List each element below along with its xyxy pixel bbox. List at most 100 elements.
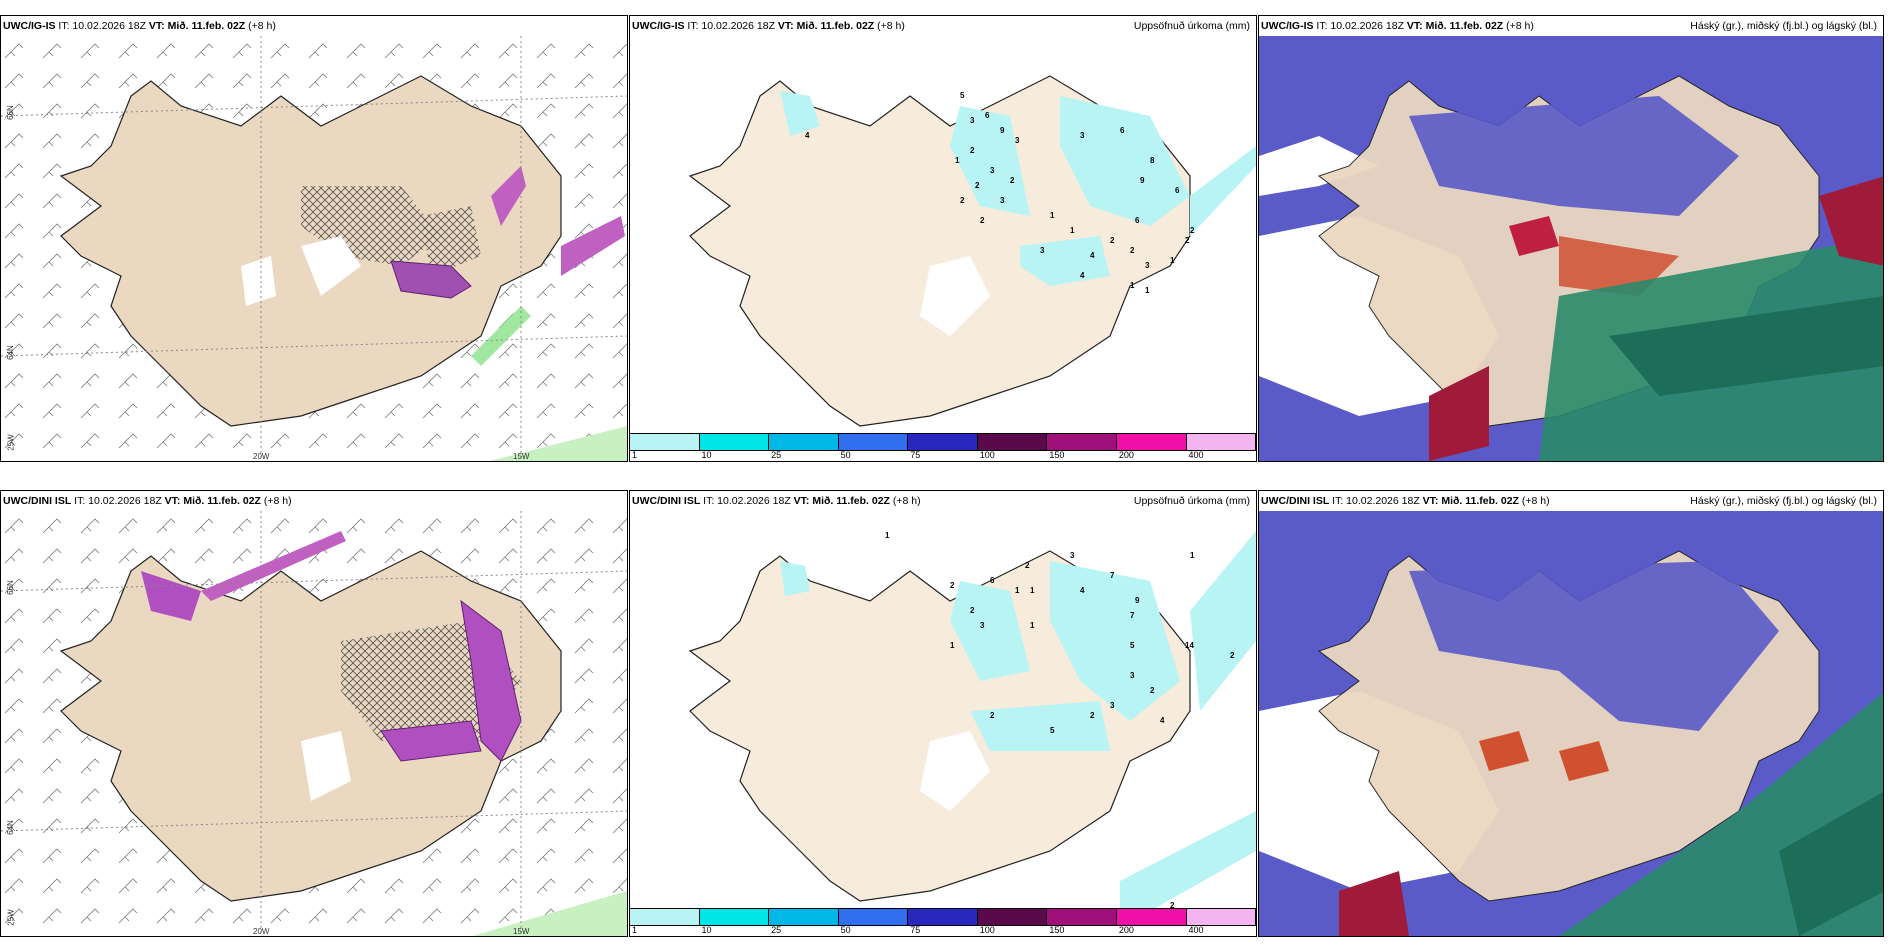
precip-label: 2: [990, 711, 995, 720]
precip-label: 1: [1030, 621, 1035, 630]
wind-map[interactable]: 20W 15W 66N 64N 25W: [1, 36, 627, 461]
precip-label: 2: [1130, 246, 1135, 255]
cloud-map[interactable]: [1259, 511, 1883, 936]
lat-label-64n: 64N: [5, 345, 15, 360]
colorbar-label: 10: [701, 925, 712, 935]
lon-label-25w: 25W: [6, 909, 16, 926]
precip-label: 1: [1145, 286, 1150, 295]
colorbar-swatch: [1186, 434, 1256, 450]
panel-right-title: Háský (gr.), miðský (fj.bl.) og lágský (…: [1690, 495, 1877, 507]
precip-label: 4: [805, 131, 810, 140]
panel-title: UWC/IG-IS IT: 10.02.2026 18Z VT: Mið. 11…: [3, 20, 276, 32]
colorbar-swatch: [699, 909, 770, 925]
precip-label: 3: [1040, 246, 1045, 255]
lat-label-64n: 64N: [5, 820, 15, 835]
precip-label: 1: [1190, 551, 1195, 560]
colorbar-label: 50: [840, 925, 851, 935]
precip-label: 2: [980, 216, 985, 225]
precip-label: 8: [1150, 156, 1155, 165]
precip-label: 3: [1080, 131, 1085, 140]
precip-label: 5: [960, 91, 965, 100]
precip-label: 1: [1070, 226, 1075, 235]
precip-label: 7: [1110, 571, 1115, 580]
precip-label: 4: [1080, 586, 1085, 595]
precip-label: 5: [1050, 726, 1055, 735]
precip-label: 9: [1135, 596, 1140, 605]
colorbar-swatch: [838, 909, 909, 925]
lat-label-66n: 66N: [5, 580, 15, 595]
colorbar-swatch: [1116, 909, 1187, 925]
precip-label: 1: [1170, 256, 1175, 265]
colorbar-label: 100: [979, 925, 995, 935]
panel-dini-wind: UWC/DINI ISL IT: 10.02.2026 18Z VT: Mið.…: [0, 490, 628, 937]
precip-value-labels: 4 5 3 6 9 3 2 3 1 2 3 2 2 2 1 1 3 4 2 2 …: [630, 36, 1256, 436]
precip-label: 3: [1130, 671, 1135, 680]
precip-label: 3: [1015, 136, 1020, 145]
colorbar-label: 200: [1118, 450, 1134, 460]
precip-label: 2: [1230, 651, 1235, 660]
precip-colorbar: 1 10 25 50 75 100 150 200 400: [630, 433, 1256, 461]
precip-label: 4: [1160, 716, 1165, 725]
colorbar-swatch: [1047, 909, 1117, 925]
precip-label: 3: [1070, 551, 1075, 560]
precip-label: 1: [885, 531, 890, 540]
precip-label: 6: [1135, 216, 1140, 225]
panel-title: UWC/IG-IS IT: 10.02.2026 18Z VT: Mið. 11…: [1261, 20, 1877, 32]
colorbar-label: 150: [1049, 450, 1065, 460]
panel-title: UWC/DINI ISL IT: 10.02.2026 18Z VT: Mið.…: [1261, 495, 1877, 507]
precip-label: 2: [950, 581, 955, 590]
panel-title: UWC/DINI ISL IT: 10.02.2026 18Z VT: Mið.…: [632, 495, 1250, 507]
precip-label: 1: [955, 156, 960, 165]
precip-label: 6: [990, 576, 995, 585]
precip-label: 2: [1190, 226, 1195, 235]
colorbar-swatch: [977, 909, 1048, 925]
precip-label: 1: [1130, 281, 1135, 290]
precip-label: 2: [970, 606, 975, 615]
precip-label: 14: [1185, 641, 1194, 650]
precip-label: 2: [1185, 236, 1190, 245]
colorbar-label: 150: [1049, 925, 1065, 935]
colorbar-swatch: [908, 909, 978, 925]
precip-label: 3: [980, 621, 985, 630]
precip-map[interactable]: 2 6 2 1 1 1 2 3 3 4 7 9 7 5 14 2 3 2 3 2…: [630, 511, 1256, 911]
precip-label: 3: [990, 166, 995, 175]
precip-label: 4: [1090, 251, 1095, 260]
colorbar-label: 50: [840, 450, 851, 460]
precip-label: 2: [1010, 176, 1015, 185]
precip-label: 5: [1130, 641, 1135, 650]
panel-igis-wind: UWC/IG-IS IT: 10.02.2026 18Z VT: Mið. 11…: [0, 15, 628, 462]
panel-igis-precip: UWC/IG-IS IT: 10.02.2026 18Z VT: Mið. 11…: [629, 15, 1257, 462]
precip-label: 6: [1175, 186, 1180, 195]
lon-label-25w: 25W: [6, 434, 16, 451]
precip-label: 2: [1090, 711, 1095, 720]
wind-map[interactable]: 20W 15W 66N 64N 25W: [1, 511, 627, 936]
precip-label: 1: [1030, 586, 1035, 595]
panel-igis-clouds: UWC/IG-IS IT: 10.02.2026 18Z VT: Mið. 11…: [1258, 15, 1884, 462]
colorbar-swatch: [1186, 909, 1256, 925]
panel-dini-precip: UWC/DINI ISL IT: 10.02.2026 18Z VT: Mið.…: [629, 490, 1257, 937]
precip-label: 2: [1150, 686, 1155, 695]
cloud-map[interactable]: [1259, 36, 1883, 461]
precip-label: 2: [975, 181, 980, 190]
colorbar-label: 25: [771, 450, 782, 460]
colorbar-label: 200: [1118, 925, 1134, 935]
precip-value-labels: 2 6 2 1 1 1 2 3 3 4 7 9 7 5 14 2 3 2 3 2…: [630, 511, 1256, 911]
precip-label: 2: [1110, 236, 1115, 245]
precip-label: 1: [950, 641, 955, 650]
precip-label: 3: [1110, 701, 1115, 710]
colorbar-swatch: [1047, 434, 1117, 450]
lon-label-20w: 20W: [253, 452, 270, 461]
precip-label: 3: [970, 116, 975, 125]
precip-label: 3: [1000, 196, 1005, 205]
panel-right-title: Háský (gr.), miðský (fj.bl.) og lágský (…: [1690, 20, 1877, 32]
colorbar-swatch: [630, 434, 700, 450]
precip-label: 1: [1015, 586, 1020, 595]
colorbar-swatch: [838, 434, 909, 450]
colorbar-swatch: [908, 434, 978, 450]
lon-label-15w: 15W: [513, 927, 530, 936]
precip-label: 2: [970, 146, 975, 155]
precip-label: 2: [960, 196, 965, 205]
panel-title: UWC/DINI ISL IT: 10.02.2026 18Z VT: Mið.…: [3, 495, 292, 507]
panel-dini-clouds: UWC/DINI ISL IT: 10.02.2026 18Z VT: Mið.…: [1258, 490, 1884, 937]
precip-map[interactable]: 4 5 3 6 9 3 2 3 1 2 3 2 2 2 1 1 3 4 2 2 …: [630, 36, 1256, 436]
